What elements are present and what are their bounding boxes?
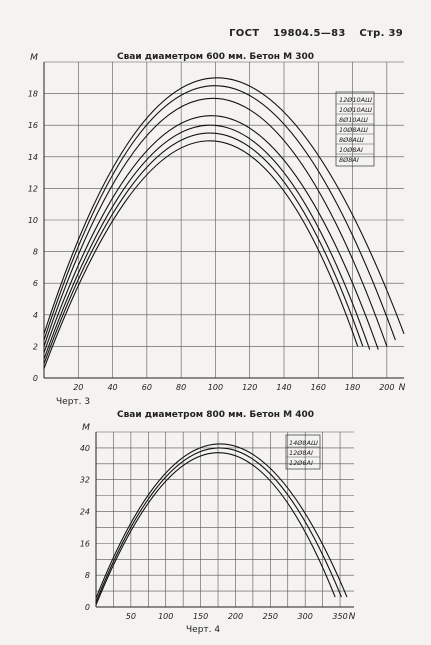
y-tick-label: 8 [33,248,38,257]
legend-box [285,434,321,470]
figure-4-caption: Черт. 4 [186,625,221,635]
x-axis-label: N [349,612,356,622]
series-line [95,443,348,599]
x-tick-label: 200 [379,383,394,392]
series-line [95,447,342,603]
chart-1-plot: 20 40 60 80 100 120 140 160 180 200 0 2 4 6 8 10 12 14 16 1… [28,53,406,393]
standard-number: 19804.5—83 [273,28,346,39]
x-tick-label: 50 [126,612,136,621]
chart-2-plot: 50 100 150 200 250 300 350 0 8 16 24 32 40 M N 14Ø8АШ 12… [80,423,356,622]
page-number: Стр. 39 [359,28,403,39]
series-line [43,77,405,334]
legend-entry: 8Ø8АШ [339,136,364,144]
x-tick-label: 150 [193,612,208,621]
x-tick-label: 140 [276,383,291,392]
legend-entry: 12Ø10АШ [339,96,372,104]
legend-entry: 12Ø6АI [289,459,313,467]
x-tick-label: 180 [345,383,360,392]
legend-entry: 10Ø8АШ [339,126,368,134]
x-tick-label: 160 [311,383,326,392]
y-axis-label: M [82,423,90,433]
x-tick-label: 120 [242,383,257,392]
x-tick-label: 60 [142,383,152,392]
legend-entry: 12Ø8АI [289,449,313,457]
x-tick-label: 20 [73,383,83,392]
x-tick-label: 350 [332,612,347,621]
series-line [43,140,359,369]
y-tick-label: 0 [33,374,38,383]
x-tick-label: 40 [107,383,117,392]
y-tick-label: 10 [28,216,38,225]
legend-box [335,91,375,167]
y-tick-label: 2 [33,342,38,351]
legend-entry: 8Ø10АШ [339,116,368,124]
series-line [43,124,371,360]
y-tick-label: 6 [33,279,38,288]
x-axis-label: N [399,383,406,393]
y-tick-label: 14 [28,153,38,162]
y-tick-label: 32 [80,476,90,485]
x-tick-label: 100 [208,383,223,392]
series-line [43,85,396,341]
y-tick-label: 16 [80,539,90,548]
series-line [43,132,364,364]
y-tick-label: 0 [85,603,90,612]
series-line [43,115,379,353]
y-tick-label: 40 [80,444,90,453]
y-tick-label: 12 [28,184,38,193]
figure-3-caption: Черт. 3 [56,397,91,407]
y-tick-label: 24 [80,508,90,517]
x-tick-label: 200 [228,612,243,621]
page-header: ГОСТ 19804.5—83 Стр. 39 [229,28,403,39]
x-tick-label: 250 [263,612,278,621]
series-line [95,452,336,606]
series-line [43,98,388,347]
chart-2-title: Сваи диаметром 800 мм. Бетон М 400 [116,410,315,420]
legend-entry: 10Ø10АШ [339,106,372,114]
x-tick-label: 80 [176,383,186,392]
x-tick-label: 100 [158,612,173,621]
chart-1-title: Сваи диаметром 600 мм. Бетон М 300 [116,52,315,62]
y-tick-label: 16 [28,121,38,130]
y-tick-label: 18 [28,90,38,99]
legend-entry: 8Ø8АI [339,156,359,164]
y-tick-label: 8 [85,571,90,580]
x-tick-label: 300 [298,612,313,621]
legend-entry: 10Ø8АI [339,146,363,154]
y-axis-label: M [30,53,38,63]
standard-label: ГОСТ [229,28,260,39]
legend-entry: 14Ø8АШ [289,439,318,447]
y-tick-label: 4 [33,311,38,320]
